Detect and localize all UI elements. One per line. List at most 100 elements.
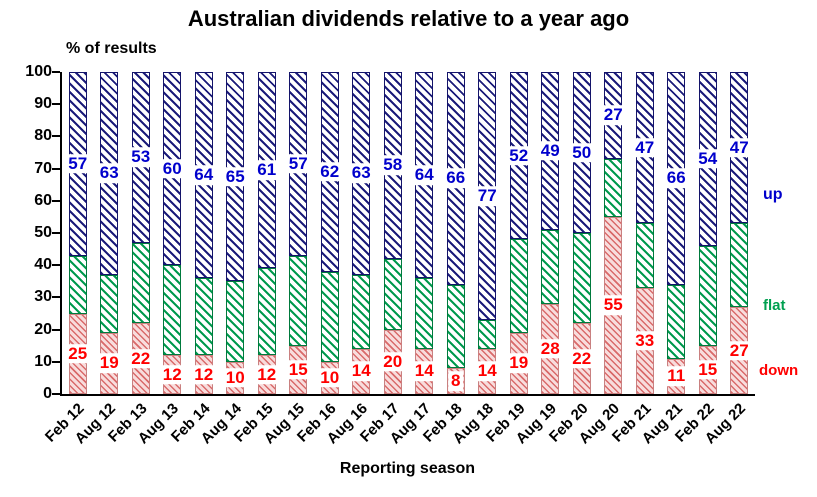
bar-feb-20: [572, 72, 591, 394]
bar-feb-15: [257, 72, 276, 394]
down-value-label: 12: [254, 364, 280, 385]
down-value-label: 15: [695, 360, 721, 380]
up-value-label: 47: [726, 137, 752, 158]
bar-feb-16: [320, 72, 339, 394]
up-value-label: 63: [348, 163, 374, 184]
up-value-label: 60: [159, 158, 185, 179]
up-value-label: 64: [191, 165, 217, 185]
down-value-label: 27: [726, 340, 752, 361]
down-value-label: 20: [380, 352, 406, 372]
up-value-label: 66: [443, 168, 469, 189]
bar-segment-flat: [194, 278, 213, 356]
legend-up: up: [763, 186, 783, 203]
bar-aug-12: [100, 72, 119, 394]
down-value-label: 12: [191, 364, 217, 385]
y-tick-mark: [52, 103, 60, 106]
y-axis-label: % of results: [66, 40, 157, 57]
up-value-label: 66: [663, 168, 689, 189]
y-tick-label: 60: [34, 191, 52, 209]
down-value-label: 14: [411, 361, 437, 382]
bar-aug-17: [415, 72, 434, 394]
y-tick-mark: [52, 167, 60, 170]
bar-feb-22: [698, 72, 717, 394]
bar-segment-flat: [635, 223, 654, 288]
down-value-label: 33: [632, 331, 658, 351]
down-value-label: 11: [664, 366, 689, 387]
up-value-label: 61: [254, 160, 280, 180]
y-tick-label: 0: [43, 385, 52, 402]
down-value-label: 8: [448, 371, 464, 391]
up-value-label: 62: [317, 162, 343, 182]
bar-segment-flat: [289, 255, 308, 346]
bar-segment-flat: [415, 278, 434, 349]
bar-segment-flat: [446, 284, 465, 369]
y-tick-label: 100: [25, 63, 52, 80]
up-value-label: 57: [65, 153, 91, 174]
up-value-label: 50: [569, 142, 595, 163]
up-value-label: 54: [695, 149, 721, 169]
legend-flat: flat: [763, 297, 786, 314]
bar-feb-18: [446, 72, 465, 394]
down-value-label: 22: [569, 348, 595, 369]
up-value-label: 47: [632, 137, 658, 158]
y-tick-label: 50: [34, 224, 52, 241]
y-tick-label: 20: [34, 320, 52, 338]
y-tick-label: 90: [34, 95, 52, 113]
bar-segment-flat: [478, 319, 497, 349]
y-tick-label: 10: [34, 352, 52, 370]
bar-feb-17: [383, 72, 402, 394]
y-tick-mark: [52, 264, 60, 267]
bar-aug-13: [163, 72, 182, 394]
bar-segment-flat: [320, 271, 339, 362]
bar-aug-18: [478, 72, 497, 394]
bar-segment-flat: [572, 233, 591, 324]
up-value-label: 63: [96, 163, 122, 184]
down-value-label: 10: [222, 368, 248, 388]
y-tick-mark: [52, 199, 60, 202]
legend-down: down: [759, 362, 799, 379]
down-value-label: 22: [128, 348, 154, 369]
bar-aug-16: [352, 72, 371, 394]
up-value-label: 77: [474, 186, 500, 206]
bar-segment-flat: [226, 281, 245, 362]
bar-feb-13: [131, 72, 150, 394]
bar-aug-14: [226, 72, 245, 394]
bar-segment-flat: [667, 284, 686, 359]
bar-segment-flat: [509, 239, 528, 333]
down-value-label: 19: [506, 353, 532, 374]
plot-area: 0 10 20 30 40 50 60 70 80 90 100 25 57 Feb 12 19 63 Aug …: [25, 64, 755, 447]
bar-segment-flat: [698, 245, 717, 346]
bar-segment-flat: [383, 258, 402, 330]
down-value-label: 19: [96, 353, 122, 374]
y-tick-mark: [52, 360, 60, 363]
bar-aug-15: [289, 72, 308, 394]
up-value-label: 53: [128, 147, 154, 168]
down-value-label: 14: [474, 361, 500, 382]
down-value-label: 15: [285, 360, 311, 380]
down-value-label: 55: [600, 295, 626, 316]
y-tick-mark: [52, 328, 60, 331]
x-axis-label: Reporting season: [339, 460, 476, 477]
bar-segment-flat: [352, 274, 371, 349]
up-value-label: 27: [600, 105, 626, 126]
bar-segment-flat: [604, 158, 623, 217]
y-tick-mark: [52, 232, 60, 234]
y-tick-mark: [52, 393, 60, 395]
up-value-label: 57: [285, 153, 311, 174]
y-tick-mark: [52, 296, 60, 299]
bar-segment-flat: [100, 274, 119, 333]
bar-segment-flat: [131, 242, 150, 324]
bar-segment-flat: [257, 268, 276, 356]
bar-feb-14: [194, 72, 213, 394]
bar-segment-flat: [163, 265, 182, 356]
up-value-label: 65: [222, 166, 248, 187]
y-tick-label: 30: [34, 288, 52, 306]
down-value-label: 12: [159, 364, 185, 385]
y-tick-mark: [52, 135, 60, 138]
down-value-label: 10: [317, 368, 343, 388]
up-value-label: 49: [537, 141, 563, 161]
y-tick-label: 70: [34, 159, 52, 177]
down-value-label: 14: [348, 361, 374, 382]
bar-segment-flat: [541, 229, 560, 304]
